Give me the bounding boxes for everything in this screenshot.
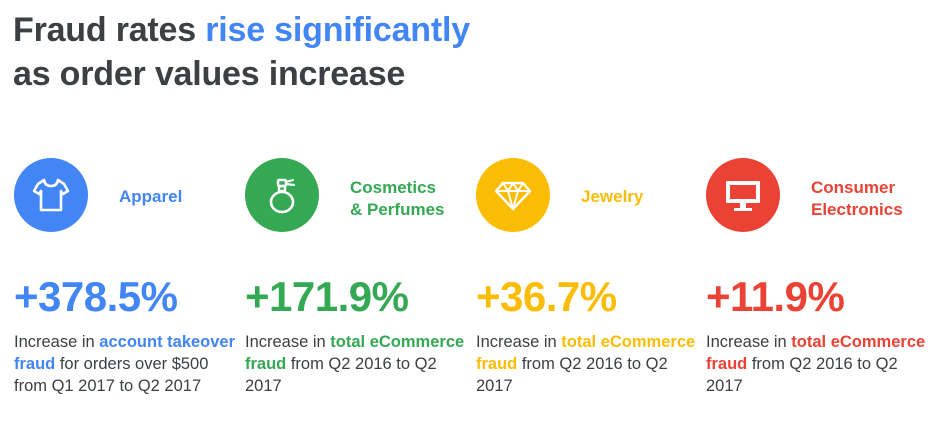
category-description: Increase in total eCommerce fraud from Q… [476,333,696,395]
category-description: Increase in total eCommerce fraud from Q… [245,333,465,395]
tshirt-icon [14,158,88,232]
percent-value: +378.5% [14,273,178,320]
category-label: Apparel [119,187,183,206]
headline-part1: Fraud rates [13,11,206,49]
percent-value: +36.7% [476,273,617,320]
category-description: Increase in account takeover fraud for o… [14,333,236,395]
headline-part2: as order values increase [13,55,406,93]
category-description: Increase in total eCommerce fraud from Q… [706,333,926,395]
category-label: Consumer Electronics [811,178,903,219]
page-title: Fraud rates rise significantly as order … [13,8,470,96]
monitor-icon [706,158,780,232]
category-label: Jewelry [581,187,644,206]
headline-accent: rise significantly [205,11,470,49]
percent-value: +171.9% [245,273,409,320]
perfume-bottle-icon [245,158,319,232]
diamond-icon [476,158,550,232]
category-label: Cosmetics & Perfumes [350,178,445,219]
percent-value: +11.9% [706,273,845,320]
